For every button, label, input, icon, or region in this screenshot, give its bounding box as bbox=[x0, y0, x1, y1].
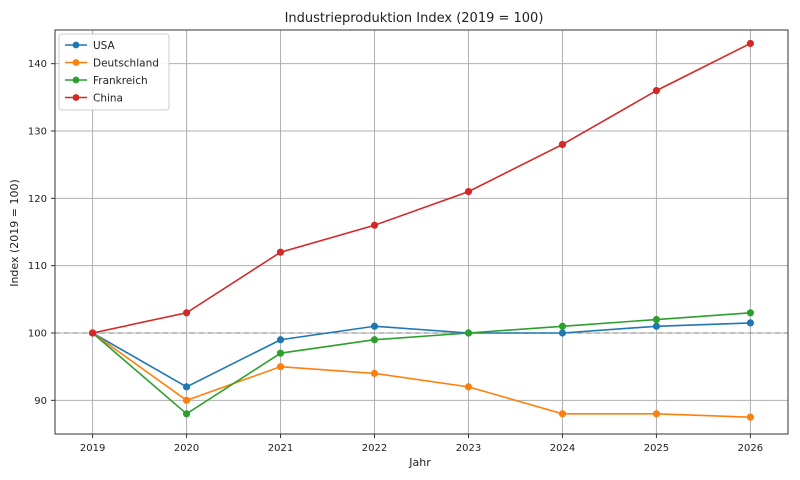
data-point-china-2023 bbox=[464, 188, 473, 196]
series-line-frankreich bbox=[92, 312, 751, 415]
x-axis-ticks: 2019 2020 2021 2022 2023 2024 2025 2026 bbox=[80, 434, 763, 454]
data-point-usa-2024 bbox=[558, 329, 567, 337]
data-point-china-2025 bbox=[652, 87, 661, 95]
y-tick-label-3: 120 bbox=[28, 194, 47, 205]
data-point-frankreich-2024 bbox=[558, 322, 567, 330]
x-tick-label-1: 2020 bbox=[174, 443, 199, 454]
legend-item-usa: USA bbox=[65, 40, 116, 52]
legend-label-frankreich: Frankreich bbox=[93, 75, 148, 87]
y-tick-label-5: 140 bbox=[28, 59, 47, 70]
legend-swatch-marker-deutschland bbox=[72, 59, 80, 66]
series-china bbox=[88, 39, 755, 337]
y-tick-label-0: 90 bbox=[34, 396, 47, 407]
series-deutschland bbox=[88, 329, 755, 421]
x-tick-label-0: 2019 bbox=[80, 443, 105, 454]
legend-swatch-marker-frankreich bbox=[72, 76, 80, 84]
y-axis-label: Index (2019 = 100) bbox=[8, 179, 21, 287]
data-point-deutschland-2021 bbox=[276, 363, 285, 371]
series-layer bbox=[88, 39, 755, 421]
legend-label-usa: USA bbox=[93, 40, 116, 52]
y-tick-label-1: 100 bbox=[28, 329, 47, 340]
x-tick-label-2: 2021 bbox=[268, 443, 293, 454]
data-point-deutschland-2024 bbox=[558, 410, 567, 418]
legend-item-frankreich: Frankreich bbox=[65, 75, 148, 87]
legend-swatch-marker-usa bbox=[72, 41, 80, 49]
x-tick-label-4: 2023 bbox=[456, 443, 481, 454]
legend-item-china: China bbox=[65, 92, 123, 104]
y-axis-ticks: 90 100 110 120 130 140 bbox=[28, 59, 55, 407]
data-point-frankreich-2021 bbox=[276, 349, 285, 357]
data-point-usa-2022 bbox=[370, 322, 379, 330]
data-point-deutschland-2026 bbox=[746, 413, 755, 421]
series-line-china bbox=[92, 42, 751, 334]
legend-swatch-marker-china bbox=[72, 94, 80, 101]
legend-label-china: China bbox=[93, 92, 123, 104]
data-point-usa-2021 bbox=[276, 336, 285, 344]
data-point-frankreich-2022 bbox=[370, 336, 379, 344]
x-tick-label-6: 2025 bbox=[644, 443, 669, 454]
data-point-deutschland-2025 bbox=[652, 410, 661, 418]
data-point-china-2026 bbox=[746, 39, 755, 48]
legend-label-deutschland: Deutschland bbox=[93, 57, 159, 69]
legend: USA Deutschland Frankreich China bbox=[58, 33, 170, 111]
data-point-usa-2020 bbox=[182, 383, 191, 391]
data-point-frankreich-2025 bbox=[652, 315, 661, 324]
x-tick-label-7: 2026 bbox=[738, 443, 763, 454]
x-tick-label-5: 2024 bbox=[550, 443, 575, 454]
y-tick-label-4: 130 bbox=[28, 127, 47, 138]
data-point-usa-2026 bbox=[746, 319, 755, 327]
data-point-frankreich-2020 bbox=[182, 410, 191, 418]
data-point-deutschland-2020 bbox=[182, 396, 191, 404]
data-point-china-2019 bbox=[88, 329, 97, 337]
data-point-deutschland-2022 bbox=[370, 369, 379, 377]
series-line-usa bbox=[92, 322, 751, 388]
data-point-frankreich-2026 bbox=[746, 309, 755, 317]
x-axis-label: Jahr bbox=[408, 456, 431, 469]
plot-frame bbox=[54, 29, 789, 435]
grid bbox=[55, 30, 788, 434]
data-point-china-2024 bbox=[558, 140, 567, 149]
data-point-china-2022 bbox=[370, 221, 379, 229]
series-frankreich bbox=[88, 309, 755, 418]
x-tick-label-3: 2022 bbox=[362, 443, 387, 454]
chart-title: Industrieproduktion Index (2019 = 100) bbox=[285, 11, 544, 26]
y-tick-label-2: 110 bbox=[28, 261, 47, 272]
legend-item-deutschland: Deutschland bbox=[65, 57, 159, 69]
data-point-frankreich-2023 bbox=[464, 329, 473, 337]
data-point-deutschland-2023 bbox=[464, 383, 473, 391]
series-line-deutschland bbox=[92, 332, 751, 418]
legend-box bbox=[58, 33, 170, 111]
data-point-china-2020 bbox=[182, 309, 191, 317]
data-point-china-2021 bbox=[276, 248, 285, 256]
data-point-usa-2025 bbox=[652, 322, 661, 330]
